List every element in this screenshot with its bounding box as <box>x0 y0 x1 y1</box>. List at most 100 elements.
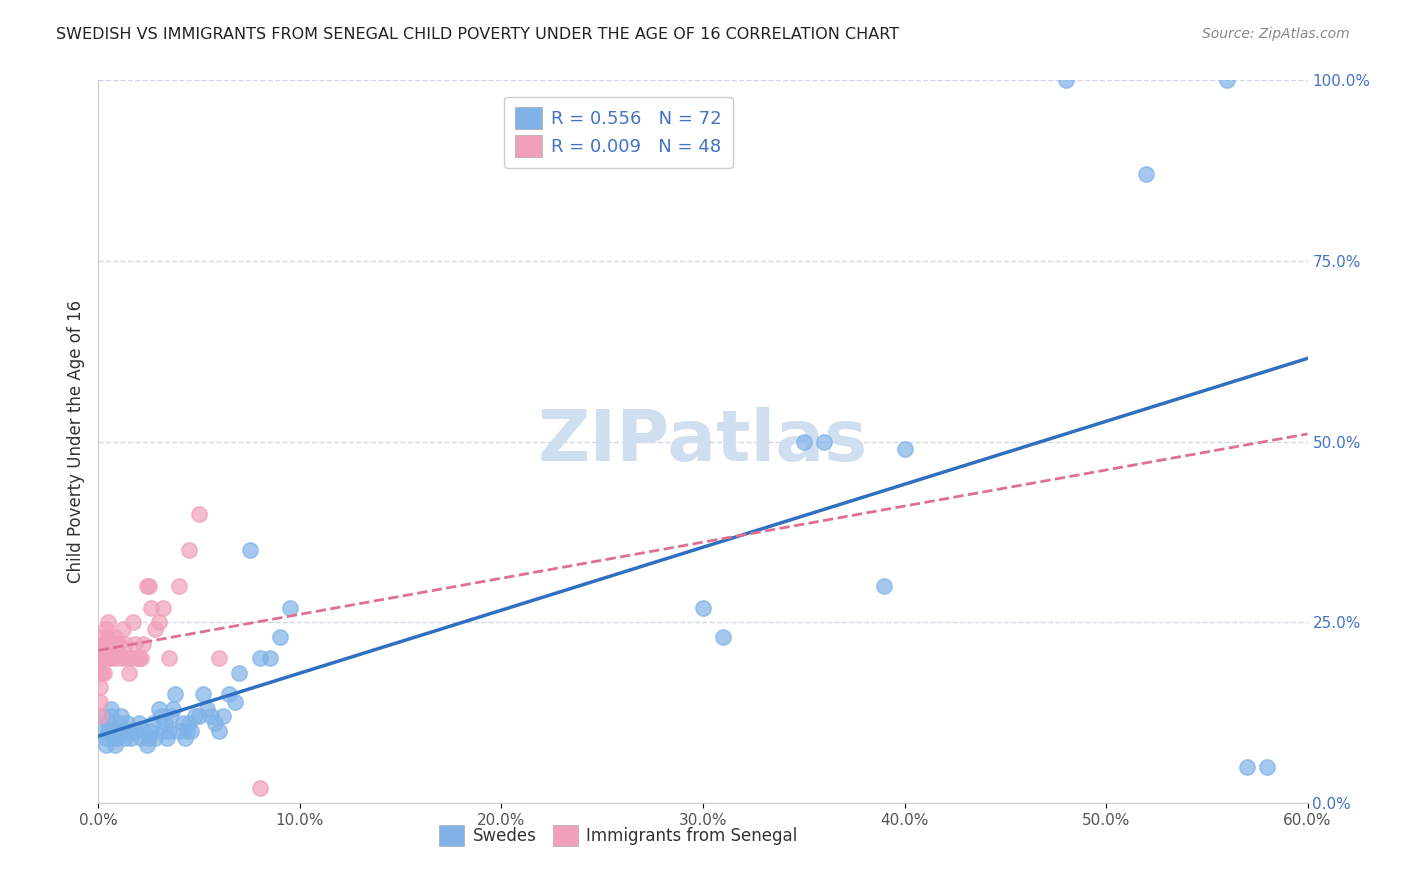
Point <box>115 716 138 731</box>
Text: ZIPatlas: ZIPatlas <box>538 407 868 476</box>
Point <box>793 434 815 449</box>
Point <box>176 723 198 738</box>
Point <box>711 630 734 644</box>
Point <box>89 665 111 680</box>
Point <box>97 651 120 665</box>
Point <box>163 687 186 701</box>
Point <box>114 637 136 651</box>
Point <box>167 579 190 593</box>
Point <box>224 695 246 709</box>
Point <box>135 738 157 752</box>
Point <box>114 731 136 745</box>
Point <box>101 723 124 738</box>
Point <box>100 637 122 651</box>
Point <box>103 738 125 752</box>
Legend: Swedes, Immigrants from Senegal: Swedes, Immigrants from Senegal <box>433 819 804 852</box>
Point <box>91 665 114 680</box>
Point <box>120 651 142 665</box>
Point <box>129 731 152 745</box>
Point <box>174 731 197 745</box>
Point <box>97 716 120 731</box>
Point <box>152 723 174 738</box>
Point <box>93 723 115 738</box>
Point <box>188 709 211 723</box>
Point <box>142 716 165 731</box>
Point <box>91 651 114 665</box>
Point <box>218 687 240 701</box>
Point <box>89 680 111 694</box>
Point <box>105 731 128 745</box>
Point <box>89 637 111 651</box>
Point <box>96 623 118 637</box>
Point <box>111 723 134 738</box>
Point <box>162 702 184 716</box>
Point <box>200 709 222 723</box>
Point <box>228 665 250 680</box>
Point <box>132 637 155 651</box>
Point <box>107 637 129 651</box>
Point <box>89 651 111 665</box>
Point <box>1216 73 1239 87</box>
Point <box>249 651 271 665</box>
Point <box>103 723 125 738</box>
Point <box>156 731 179 745</box>
Point <box>120 731 142 745</box>
Point <box>269 630 291 644</box>
Point <box>278 600 301 615</box>
Point <box>128 651 150 665</box>
Point <box>813 434 835 449</box>
Point <box>259 651 281 665</box>
Point <box>128 716 150 731</box>
Point <box>893 442 915 456</box>
Point <box>89 709 111 723</box>
Point <box>101 637 124 651</box>
Point <box>96 731 118 745</box>
Point <box>193 687 215 701</box>
Point <box>138 731 160 745</box>
Point <box>97 723 120 738</box>
Point <box>91 709 114 723</box>
Point <box>107 716 129 731</box>
Point <box>135 579 157 593</box>
Point <box>124 723 146 738</box>
Point <box>160 709 183 723</box>
Point <box>103 651 125 665</box>
Point <box>105 637 128 651</box>
Point <box>204 716 226 731</box>
Point <box>97 630 120 644</box>
Point <box>208 651 231 665</box>
Point <box>1135 167 1157 181</box>
Point <box>124 637 146 651</box>
Point <box>129 651 152 665</box>
Point <box>132 723 155 738</box>
Point <box>138 579 160 593</box>
Point <box>195 702 218 716</box>
Point <box>1236 760 1258 774</box>
Point <box>100 709 122 723</box>
Point <box>93 637 115 651</box>
Point <box>249 781 271 796</box>
Point <box>110 709 132 723</box>
Point <box>239 542 262 557</box>
Point <box>179 716 201 731</box>
Point <box>157 723 180 738</box>
Text: Source: ZipAtlas.com: Source: ZipAtlas.com <box>1202 27 1350 41</box>
Point <box>91 630 114 644</box>
Point <box>1054 73 1077 87</box>
Point <box>93 651 115 665</box>
Y-axis label: Child Poverty Under the Age of 16: Child Poverty Under the Age of 16 <box>66 300 84 583</box>
Point <box>103 630 125 644</box>
Point <box>157 651 180 665</box>
Point <box>143 623 166 637</box>
Point <box>101 731 124 745</box>
Point <box>208 723 231 738</box>
Point <box>179 542 201 557</box>
Point <box>212 709 235 723</box>
Point <box>96 637 118 651</box>
Text: SWEDISH VS IMMIGRANTS FROM SENEGAL CHILD POVERTY UNDER THE AGE OF 16 CORRELATION: SWEDISH VS IMMIGRANTS FROM SENEGAL CHILD… <box>56 27 900 42</box>
Point <box>115 651 138 665</box>
Point <box>153 716 176 731</box>
Point <box>96 738 118 752</box>
Point <box>118 723 141 738</box>
Point <box>1256 760 1278 774</box>
